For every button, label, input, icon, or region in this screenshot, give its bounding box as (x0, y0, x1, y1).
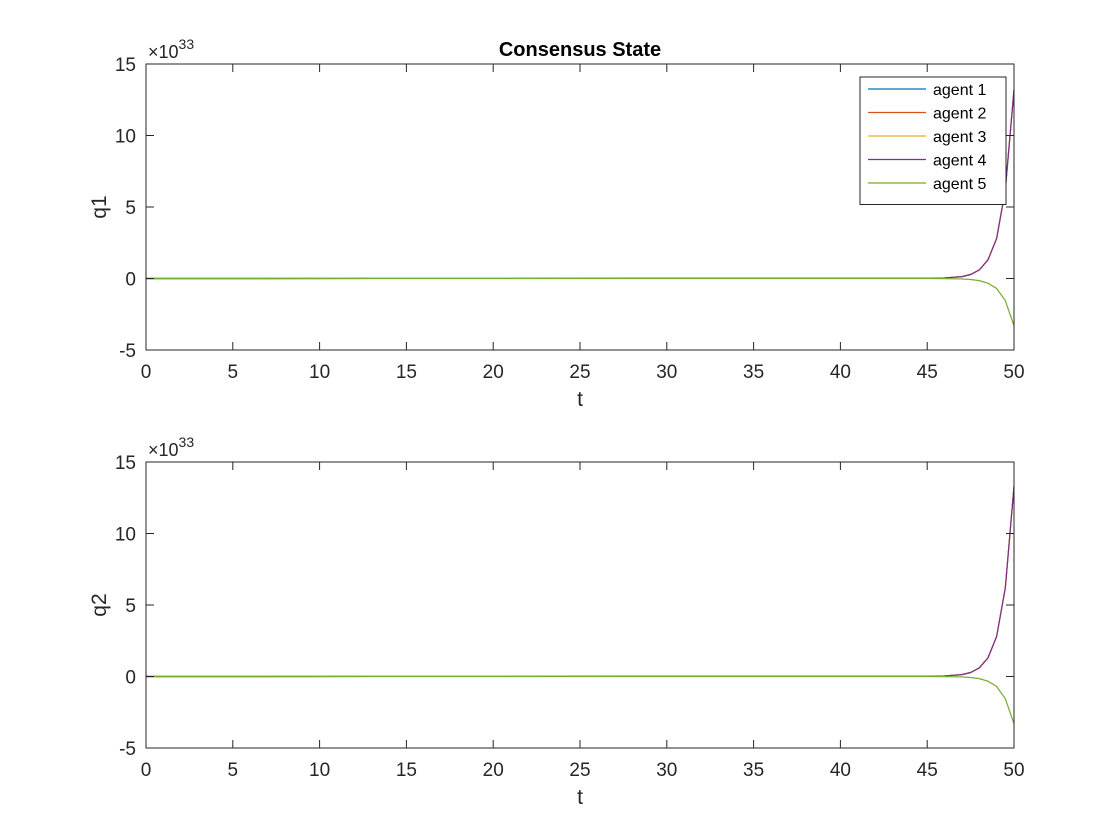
y-tick-label: 0 (125, 270, 136, 291)
x-tick-label: 35 (743, 760, 764, 781)
x-tick-label: 10 (309, 362, 330, 383)
x-tick-label: 15 (396, 760, 417, 781)
x-tick-label: 10 (309, 760, 330, 781)
legend-label-agent-5: agent 5 (933, 176, 986, 193)
y-exponent-base: ×10 (148, 440, 179, 460)
y-axis-label: q1 (88, 195, 111, 218)
x-tick-label: 40 (830, 760, 851, 781)
chart-title: Consensus State (499, 39, 661, 61)
y-tick-label: 0 (125, 668, 136, 689)
y-tick-label: 5 (125, 198, 136, 219)
x-tick-label: 35 (743, 362, 764, 383)
y-tick-label: -5 (119, 739, 136, 760)
series-line-agent-5 (146, 277, 1014, 326)
y-exponent-power: 33 (179, 434, 195, 450)
subplot-1: 0 5 10 15 20 25 30 35 40 45 50-5051015×1033tq1Cons… (88, 36, 1025, 411)
x-axis-label: t (577, 786, 583, 809)
legend-label-agent-3: agent 3 (933, 129, 986, 146)
legend: agent 1 agent 2 agent 3 agent 4 agent 5 (859, 76, 1007, 205)
series-group (146, 89, 1014, 326)
x-tick-label: 50 (1003, 362, 1024, 383)
y-axis-label: q2 (88, 593, 111, 616)
x-tick-label: 25 (569, 362, 590, 383)
x-tick-label: 0 (141, 362, 152, 383)
x-tick-label: 20 (483, 760, 504, 781)
y-tick-label: 10 (115, 127, 136, 148)
y-tick-label: 10 (115, 525, 136, 546)
y-exponent-power: 33 (179, 36, 195, 52)
x-tick-label: 45 (917, 362, 938, 383)
x-tick-label: 5 (228, 362, 239, 383)
x-tick-label: 30 (656, 760, 677, 781)
x-tick-label: 0 (141, 760, 152, 781)
y-tick-label: 15 (115, 55, 136, 76)
x-tick-label: 45 (917, 760, 938, 781)
x-tick-label: 50 (1003, 760, 1024, 781)
x-tick-label: 25 (569, 760, 590, 781)
legend-label-agent-1: agent 1 (933, 82, 986, 99)
y-tick-label: 5 (125, 596, 136, 617)
legend-label-agent-4: agent 4 (933, 153, 986, 170)
x-tick-label: 30 (656, 362, 677, 383)
y-tick-label: 15 (115, 453, 136, 474)
series-group (146, 486, 1014, 724)
series-line-agent-5 (146, 675, 1014, 724)
x-tick-label: 40 (830, 362, 851, 383)
legend-label-agent-2: agent 2 (933, 106, 986, 123)
y-exponent-base: ×10 (148, 42, 179, 62)
x-tick-label: 20 (483, 362, 504, 383)
x-axis-label: t (577, 388, 583, 411)
y-exponent-label: ×1033 (148, 434, 194, 460)
y-exponent-label: ×1033 (148, 36, 194, 62)
y-tick-label: -5 (119, 341, 136, 362)
x-tick-label: 15 (396, 362, 417, 383)
x-tick-label: 5 (228, 760, 239, 781)
